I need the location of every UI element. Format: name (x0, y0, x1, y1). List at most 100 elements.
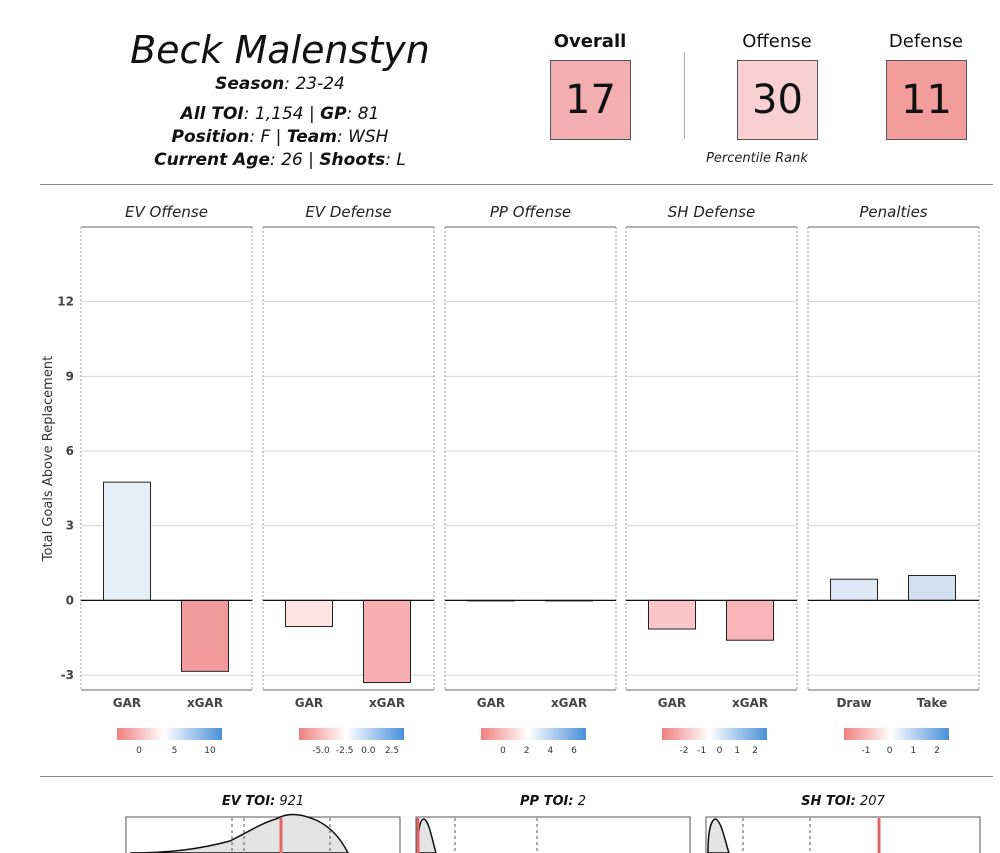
gar-panel: EV Offense GAR xGAR 0 5 10 (80, 203, 253, 756)
header-separator (40, 184, 993, 185)
gar-panel: SH Defense GAR xGAR -2 -1 0 1 2 (625, 203, 798, 756)
age-label: Current Age (154, 150, 270, 170)
toi-chart: EV TOI: 921 PP TOI: 2 SH TOI: 207 (125, 794, 981, 853)
toi-value: 207 (856, 794, 886, 809)
x-tick-label: xGAR (369, 696, 405, 710)
colorbar-tick-label: 4 (547, 746, 553, 756)
x-tick-label: Take (917, 696, 948, 710)
colorbar-tick-label: -2 (680, 746, 689, 756)
player-name: Beck Malenstyn (130, 28, 430, 72)
y-tick-label: -3 (61, 668, 74, 682)
rank-divider (684, 52, 685, 138)
season-label: Season (215, 74, 285, 94)
defense-rank-box: 11 (886, 60, 967, 140)
toi-panel: SH TOI: 207 (705, 794, 981, 853)
colorbar-tick-label: 0 (136, 746, 142, 756)
offense-label: Offense (742, 31, 812, 52)
y-tick-label: 12 (57, 295, 74, 309)
gar-chart: Total Goals Above Replacement-3036912EV … (41, 203, 980, 756)
percentile-caption: Percentile Rank (706, 151, 808, 166)
colorbar-tick-label: 0 (717, 746, 723, 756)
bar-gar (285, 599, 333, 628)
x-tick-label: GAR (477, 696, 505, 710)
toi-value: 1,154 (254, 104, 304, 124)
toi-title: SH TOI: 207 (801, 794, 885, 809)
age-shoots-line: Current Age: 26 | Shoots: L (154, 150, 406, 170)
panel-title: EV Offense (125, 203, 208, 221)
colorbar (481, 728, 586, 740)
gar-panel: EV Defense GAR xGAR -5.0 -2.5 0.0 2.5 (262, 203, 435, 756)
defense-label: Defense (888, 31, 964, 52)
team-label: Team (286, 127, 337, 147)
toi-title: PP TOI: 2 (520, 794, 586, 809)
x-tick-label: xGAR (732, 696, 768, 710)
shoots-value: L (396, 150, 406, 170)
gar-panel: Penalties Draw Take -1 0 1 2 (807, 203, 980, 756)
colorbar-tick-label: 0.0 (361, 746, 376, 756)
x-tick-label: xGAR (187, 696, 223, 710)
bar-draw (830, 578, 878, 601)
position-team-line: Position: F | Team: WSH (171, 127, 389, 147)
toi-frame (415, 816, 691, 853)
position-label: Position (171, 127, 250, 147)
colorbar (662, 728, 767, 740)
bar-xgar (726, 599, 774, 641)
y-tick-label: 0 (66, 593, 74, 607)
colorbar-tick-label: 5 (172, 746, 178, 756)
gar-panel: PP Offense GAR xGAR 0 2 4 6 (444, 203, 617, 756)
shoots-label: Shoots (319, 150, 386, 170)
colorbar-tick-label: 1 (910, 746, 916, 756)
colorbar-tick-label: 2 (752, 746, 758, 756)
toi-panel: PP TOI: 2 (415, 794, 691, 853)
colorbar-tick-label: 0 (887, 746, 893, 756)
y-axis-label: Total Goals Above Replacement (41, 356, 56, 562)
colorbar-tick-label: -1 (697, 746, 706, 756)
x-tick-label: Draw (836, 696, 871, 710)
colorbar-tick-label: -1 (862, 746, 871, 756)
colorbar-tick-label: 1 (734, 746, 740, 756)
colorbar (844, 728, 949, 740)
panel-title: PP Offense (490, 203, 571, 221)
toi-density-curve (707, 818, 730, 853)
toi-title: EV TOI: 921 (222, 794, 304, 809)
colorbar-tick-label: 10 (204, 746, 216, 756)
toi-label: EV TOI: (222, 794, 275, 809)
bar-xgar (363, 599, 411, 684)
age-value: 26 (281, 150, 303, 170)
colorbar-tick-label: 2.5 (385, 746, 399, 756)
colorbar-tick-label: 6 (571, 746, 577, 756)
colorbar-tick-label: -2.5 (336, 746, 354, 756)
colorbar (299, 728, 404, 740)
colorbar (117, 728, 222, 740)
toi-label: All TOI (180, 104, 244, 124)
x-tick-label: xGAR (551, 696, 587, 710)
toi-label: PP TOI: (520, 794, 574, 809)
position-value: F (260, 127, 271, 147)
bar-gar (103, 481, 151, 601)
panel-title: SH Defense (668, 203, 755, 221)
toi-label: SH TOI: (801, 794, 856, 809)
season-line: Season: 23-24 (215, 74, 345, 94)
x-tick-label: GAR (658, 696, 686, 710)
y-tick-label: 9 (66, 369, 74, 383)
toi-panel: EV TOI: 921 (125, 794, 401, 853)
toi-value: 2 (574, 794, 586, 809)
gp-label: GP (320, 104, 347, 124)
toi-gp-line: All TOI: 1,154 | GP: 81 (180, 104, 380, 124)
team-value: WSH (348, 127, 389, 147)
overall-label: Overall (553, 31, 627, 52)
offense-rank-box: 30 (737, 60, 818, 140)
season-value: 23-24 (295, 74, 345, 94)
colorbar-tick-label: 2 (934, 746, 940, 756)
panel-title: EV Defense (305, 203, 391, 221)
colorbar-tick-label: 0 (500, 746, 506, 756)
panel-title: Penalties (859, 203, 927, 221)
bar-gar (648, 599, 696, 630)
toi-value: 921 (275, 794, 304, 809)
y-tick-label: 3 (66, 519, 74, 533)
y-tick-label: 6 (66, 444, 74, 458)
chart-separator (40, 776, 993, 777)
toi-frame (705, 816, 981, 853)
x-tick-label: GAR (113, 696, 141, 710)
x-tick-label: GAR (295, 696, 323, 710)
